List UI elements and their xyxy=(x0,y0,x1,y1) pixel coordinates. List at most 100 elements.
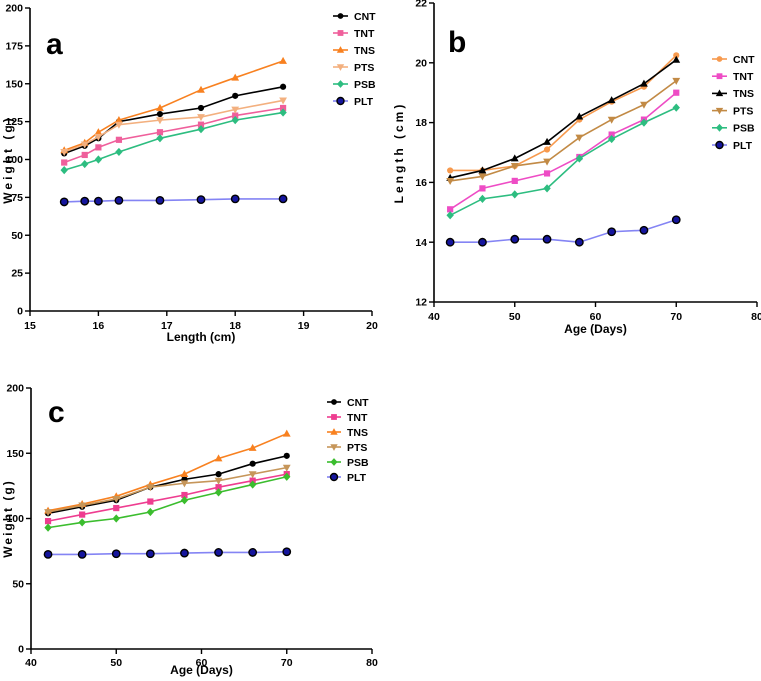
legend-label: PTS xyxy=(733,105,753,117)
marker-square xyxy=(511,177,518,185)
series-line xyxy=(450,219,677,244)
x-tick-label: 60 xyxy=(590,311,602,323)
marker-triangle-down xyxy=(446,178,455,186)
marker-triangle-down xyxy=(146,484,155,492)
marker-circle xyxy=(671,215,681,225)
series-PTS xyxy=(44,464,291,517)
legend-label: TNT xyxy=(347,412,368,424)
panel-label: a xyxy=(46,28,63,61)
series-PLT xyxy=(43,547,292,559)
marker-square xyxy=(44,518,52,525)
marker-triangle-down xyxy=(78,502,87,510)
marker-diamond xyxy=(511,190,519,199)
marker-diamond xyxy=(446,211,454,220)
marker-circle xyxy=(715,140,724,150)
marker-square xyxy=(331,414,337,420)
x-axis-title: Length (cm) xyxy=(167,330,236,344)
marker-square xyxy=(215,484,222,491)
marker-diamond xyxy=(231,116,239,125)
marker-triangle-up xyxy=(640,79,648,87)
marker-triangle-down xyxy=(231,106,240,114)
x-tick-label: 40 xyxy=(428,311,440,323)
marker-circle xyxy=(114,196,124,205)
marker-diamond xyxy=(716,123,723,132)
series-CNT xyxy=(61,83,287,157)
series-PTS xyxy=(446,77,681,186)
marker-square xyxy=(95,144,102,151)
marker-circle xyxy=(156,110,164,118)
legend-label: PTS xyxy=(347,442,367,454)
marker-diamond xyxy=(279,108,287,117)
marker-diamond xyxy=(283,472,291,481)
series-line xyxy=(63,99,284,153)
x-tick-label: 16 xyxy=(93,320,105,332)
series-CNT xyxy=(447,52,680,174)
y-tick-label: 100 xyxy=(6,513,24,525)
marker-diamond xyxy=(146,507,155,517)
marker-triangle-up xyxy=(478,166,487,174)
marker-circle xyxy=(196,195,206,205)
marker-diamond xyxy=(248,480,257,489)
y-tick-label: 50 xyxy=(11,230,23,242)
y-tick-label: 200 xyxy=(6,383,24,395)
y-tick-label: 0 xyxy=(18,644,24,656)
x-tick-label: 70 xyxy=(670,311,682,323)
marker-circle xyxy=(510,234,520,244)
legend-item-PSB: PSB xyxy=(327,457,369,469)
legend-label: TNS xyxy=(733,88,754,100)
marker-circle xyxy=(94,196,103,206)
marker-circle xyxy=(607,227,617,237)
marker-diamond xyxy=(478,194,487,203)
marker-triangle-up xyxy=(156,103,164,111)
legend: CNT TNT TNS PTS PSB PLT xyxy=(712,54,755,152)
marker-triangle-down xyxy=(115,121,123,129)
marker-circle xyxy=(249,460,256,467)
marker-triangle-down xyxy=(510,163,519,171)
marker-circle xyxy=(155,196,165,205)
marker-circle xyxy=(447,167,454,174)
y-tick-label: 125 xyxy=(5,116,23,128)
marker-circle xyxy=(329,472,339,482)
marker-diamond xyxy=(672,103,680,112)
series-PSB xyxy=(446,103,680,220)
legend-label: TNS xyxy=(354,45,375,57)
y-tick-label: 20 xyxy=(415,57,427,69)
marker-square xyxy=(232,112,239,119)
marker-triangle-down xyxy=(575,134,584,142)
y-tick-label: 150 xyxy=(6,448,24,460)
marker-triangle-up xyxy=(510,154,519,162)
marker-triangle-down xyxy=(336,64,345,71)
marker-square xyxy=(79,511,86,518)
marker-triangle-down xyxy=(214,477,223,485)
marker-diamond xyxy=(156,134,164,143)
y-tick-label: 175 xyxy=(5,40,23,52)
series-line xyxy=(47,475,287,529)
marker-diamond xyxy=(44,523,52,532)
y-tick-label: 25 xyxy=(11,268,23,280)
y-tick-label: 22 xyxy=(415,0,427,10)
x-tick-label: 19 xyxy=(298,320,310,332)
legend-item-TNS: TNS xyxy=(327,427,368,439)
marker-triangle-up xyxy=(231,73,240,81)
marker-circle xyxy=(180,548,189,558)
marker-circle xyxy=(215,471,222,478)
x-tick-label: 17 xyxy=(161,320,173,332)
marker-circle xyxy=(673,52,680,59)
series-TNT xyxy=(447,89,680,213)
chart-c-svg: 0 50 100 150 200 40 50 60 70 80 CNT TNT TNS PTS PSB PLT… xyxy=(1,383,378,677)
y-axis-title: Weight (g) xyxy=(1,115,15,203)
legend-label: TNS xyxy=(347,427,368,439)
legend-item-PSB: PSB xyxy=(333,79,376,91)
marker-diamond xyxy=(330,458,338,466)
legend: CNT TNT TNS PTS PSB PLT xyxy=(327,397,369,484)
marker-circle xyxy=(542,234,552,244)
marker-triangle-up xyxy=(214,454,223,462)
legend-item-TNT: TNT xyxy=(333,28,375,40)
legend-label: PLT xyxy=(347,472,367,484)
marker-circle xyxy=(282,547,292,557)
marker-triangle-down xyxy=(672,77,681,85)
marker-triangle-up xyxy=(197,85,205,93)
marker-triangle-up xyxy=(575,112,584,120)
series-line xyxy=(450,80,677,182)
chart-a-svg: 0 25 50 75 100 125 150 175 200 15 16 17 18 19 20 CNT TNT… xyxy=(1,3,378,344)
